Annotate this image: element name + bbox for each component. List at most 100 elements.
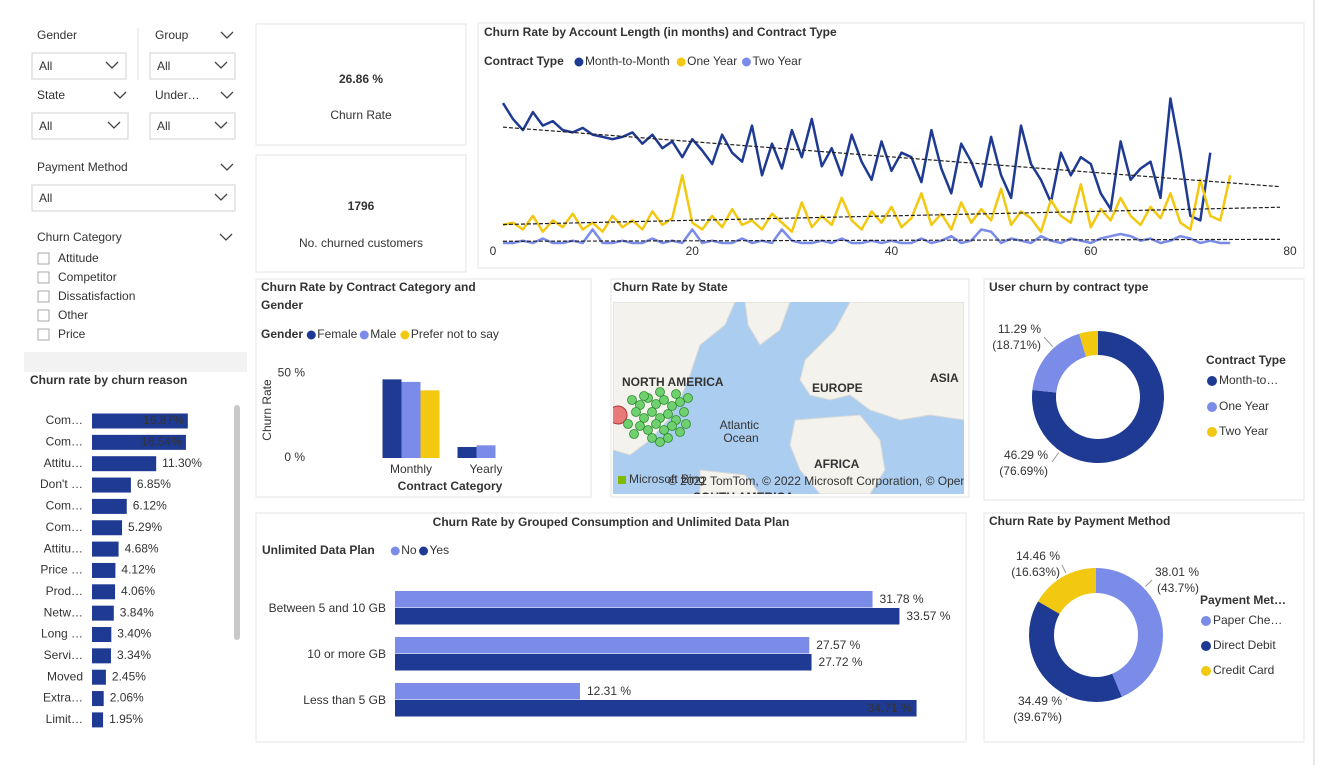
map-logo: Microsoft Bing [629, 472, 705, 486]
chevron [107, 121, 121, 129]
map-bubble[interactable] [659, 425, 669, 435]
y-tick-label: Servi… [44, 648, 83, 662]
dropdown[interactable] [149, 112, 236, 140]
map-bubble[interactable] [675, 397, 685, 407]
map-bubble[interactable] [675, 427, 685, 437]
map-bubble[interactable] [663, 409, 673, 419]
map-bubble[interactable] [627, 395, 637, 405]
y-tick-label: 0 % [284, 450, 305, 464]
map-bubble[interactable] [663, 433, 673, 443]
y-tick-label: Attitu… [44, 456, 83, 470]
map-bubble[interactable] [651, 419, 661, 429]
data-label: 3.84% [120, 605, 154, 619]
chart-title: Churn Rate by Payment Method [989, 514, 1170, 528]
legend-marker [574, 57, 584, 67]
legend-label: Female [317, 327, 357, 341]
filter-label: Payment Method [37, 160, 128, 174]
x-tick-label: 20 [686, 244, 700, 258]
map-bubble[interactable] [683, 393, 693, 403]
map-bubble[interactable] [681, 419, 691, 429]
map-label: NORTH AMERICA [622, 375, 724, 389]
data-label: 27.72 % [819, 655, 863, 669]
trend-line [502, 238, 1281, 242]
checkbox[interactable] [37, 290, 50, 303]
checkbox-label: Price [58, 327, 86, 341]
data-label: 4.06% [121, 584, 155, 598]
checkbox[interactable] [37, 328, 50, 341]
map-bubble[interactable] [609, 405, 628, 425]
y-tick-label: Long … [41, 627, 83, 641]
checkbox[interactable] [37, 252, 50, 265]
scrollbar[interactable] [234, 405, 240, 640]
x-tick-label: Yearly [470, 462, 503, 476]
data-label: 38.01 % [1155, 565, 1199, 579]
kpi-label: Churn Rate [330, 108, 392, 122]
map-bubble[interactable] [667, 421, 677, 431]
data-label: (18.71%) [992, 338, 1041, 352]
map-bubble[interactable] [647, 433, 657, 443]
chart-title: Churn Rate by Contract Category and Gend… [261, 280, 479, 312]
bar [92, 669, 106, 685]
data-label: 4.68% [125, 541, 159, 555]
trend-line [502, 206, 1281, 226]
data-label: 5.29% [128, 520, 162, 534]
legend-marker [1201, 666, 1211, 676]
data-label: 4.12% [121, 563, 155, 577]
map-bubble[interactable] [655, 387, 665, 397]
data-label: 3.34% [117, 648, 151, 662]
line-series [501, 97, 1212, 222]
text-line: Ocean [723, 431, 758, 445]
map-bubble[interactable] [629, 429, 639, 439]
chevron [220, 31, 234, 39]
bar [382, 379, 402, 458]
kpi-value: 26.86 % [339, 72, 383, 86]
donut-slice [1029, 601, 1122, 702]
bar [395, 683, 580, 700]
y-tick-label: Don't … [40, 477, 83, 491]
data-label: 3.40% [117, 627, 151, 641]
donut-slice [1096, 568, 1163, 697]
map-bubble[interactable] [651, 399, 661, 409]
dropdown[interactable] [149, 52, 236, 80]
y-tick-label: Moved [47, 669, 83, 683]
map-bubble[interactable] [659, 395, 669, 405]
bar [92, 584, 116, 600]
legend-marker [1201, 616, 1211, 626]
map-bubble[interactable] [679, 407, 689, 417]
legend-title: Contract Type [1206, 353, 1286, 367]
map-bubble[interactable] [639, 391, 649, 401]
data-label: 11.30% [162, 456, 202, 470]
legend-marker [390, 546, 400, 556]
checkbox[interactable] [37, 271, 50, 284]
map-bubble[interactable] [647, 407, 657, 417]
checkbox[interactable] [37, 309, 50, 322]
map-bubble[interactable] [635, 421, 645, 431]
y-tick-label: Com… [46, 520, 83, 534]
y-tick-label: Com… [46, 413, 83, 427]
bar [92, 605, 114, 621]
chevron [219, 233, 233, 241]
legend-marker [676, 57, 686, 67]
legend-label: Prefer not to say [411, 327, 499, 341]
dropdown[interactable] [31, 184, 236, 212]
map-bubble[interactable] [631, 407, 641, 417]
data-label: 2.45% [112, 669, 146, 683]
data-label: 34.49 % [1018, 694, 1062, 708]
map-bubble[interactable] [667, 401, 677, 411]
bar [92, 562, 116, 578]
map-bubble[interactable] [639, 413, 649, 423]
map-bubble[interactable] [643, 425, 653, 435]
map-bubble[interactable] [671, 389, 681, 399]
data-label: 11.29 % [998, 322, 1041, 336]
map-bubble[interactable] [655, 437, 665, 447]
bar [395, 654, 812, 671]
data-label: 14.46 % [1016, 549, 1060, 563]
dropdown-value: All [157, 119, 170, 133]
chevron [220, 163, 234, 171]
map-bubble[interactable] [623, 419, 633, 429]
legend-label: Male [370, 327, 396, 341]
checkbox-label: Other [58, 308, 88, 322]
map[interactable]: NORTH AMERICA EUROPE ASIA Atlantic Ocean AFR… [609, 302, 1023, 504]
data-label: 1.95% [109, 712, 143, 726]
